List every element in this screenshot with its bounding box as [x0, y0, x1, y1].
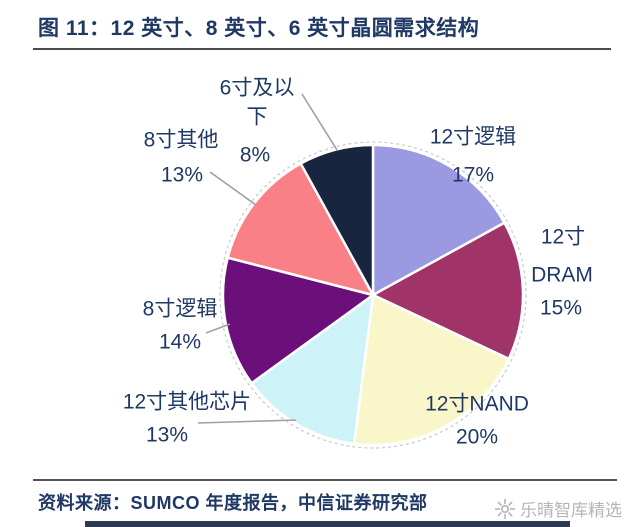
pie-label-12inch-logic-pct: 17% [451, 163, 495, 187]
leader-line-6inch-below [301, 93, 338, 151]
pie-label-12inch-logic: 12寸逻辑 [429, 125, 517, 149]
pie-label-12inch-nand: 12寸NAND [425, 392, 529, 416]
bottom-bar [85, 521, 570, 527]
pie-label-12inch-dram-pct: 15% [539, 296, 583, 320]
pie-label-12inch-other: 12寸其他芯片 [122, 390, 252, 414]
pie-label-6inch-below: 6寸及以 [219, 76, 295, 100]
pie-label-8inch-other-pct: 13% [160, 163, 204, 187]
watermark-logo-icon [495, 498, 515, 519]
watermark-text: 乐晴智库精选 [520, 501, 622, 520]
pie-label-6inch-below-pct: 8% [239, 143, 271, 167]
pie-slice-2 [352, 293, 510, 447]
pie-label-8inch-logic: 8寸逻辑 [142, 297, 218, 321]
pie-label-8inch-other: 8寸其他 [143, 128, 219, 152]
pie-outline-circle [219, 141, 527, 449]
pie-label-12inch-nand-pct: 20% [455, 425, 499, 449]
watermark: 乐晴智库精选 [494, 496, 622, 521]
pie-slice-1 [371, 221, 525, 361]
leader-line-12inch-other [197, 419, 297, 424]
pie-label-12inch-dram: 12寸 [540, 225, 586, 249]
pie-slice-0 [371, 143, 506, 297]
figure-title: 图 11：12 英寸、8 英寸、6 英寸晶圆需求结构 [38, 17, 480, 40]
pie-slice-4 [221, 256, 375, 385]
pie-slice-6 [299, 143, 375, 297]
title-underline [33, 48, 611, 50]
pie-label-6inch-below-2: 下 [246, 105, 268, 129]
source-note: 资料来源：SUMCO 年度报告，中信证券研究部 [38, 493, 428, 513]
leader-lines [197, 93, 338, 424]
pie-slice-3 [250, 293, 375, 446]
leader-line-8inch-other [209, 171, 257, 206]
footer-divider [33, 479, 617, 481]
leader-line-8inch-logic [205, 323, 231, 334]
pie-label-8inch-logic-pct: 14% [158, 330, 202, 354]
pie-label-12inch-other-pct: 13% [145, 423, 189, 447]
pie-label-12inch-dram-2: DRAM [531, 263, 593, 287]
